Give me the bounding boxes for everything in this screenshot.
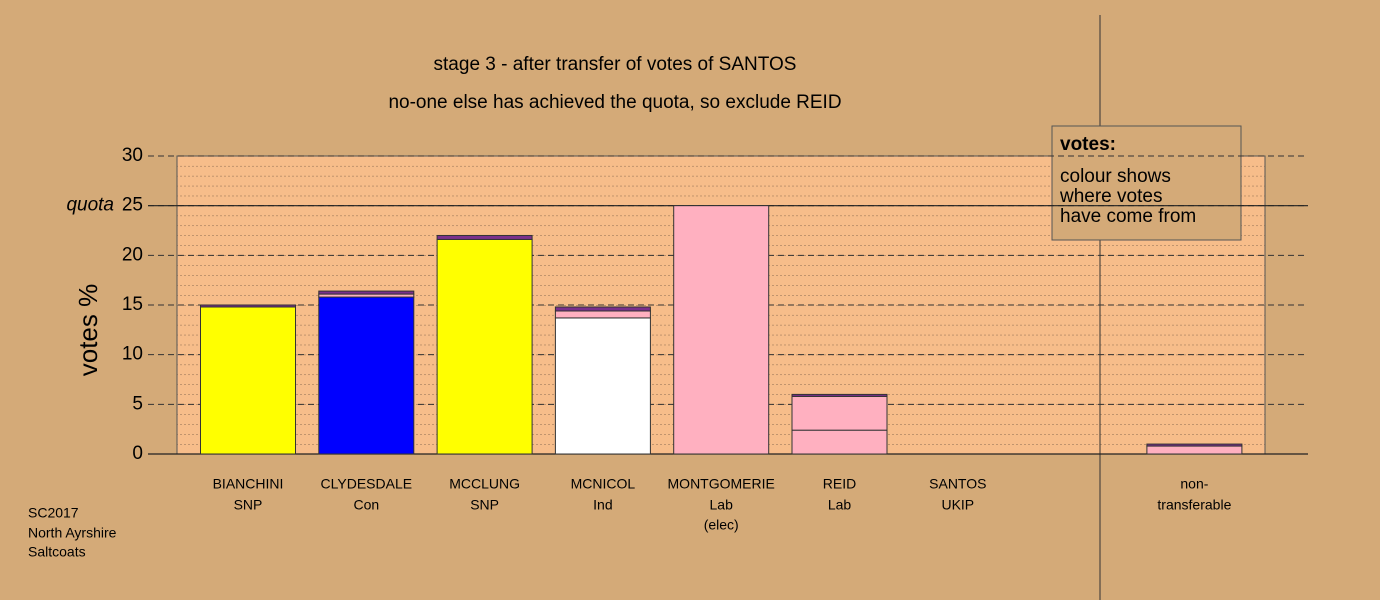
bar-segment [318,290,415,295]
footer: Saltcoats [28,544,86,560]
bar-segment [1146,445,1243,455]
x-tick-note: (elec) [704,517,739,533]
bar-segment [554,306,651,312]
x-tick-label: MCNICOL [571,476,636,492]
x-tick-sublabel: SNP [234,497,263,513]
x-tick-label: CLYDESDALE [321,476,413,492]
y-tick-label: 10 [122,344,143,365]
x-tick-sublabel: Ind [593,497,612,513]
x-tick-sublabel: Lab [828,497,852,513]
bar-segment [554,310,651,319]
legend-title: votes: [1060,134,1116,155]
y-tick-label: 25 [122,195,143,216]
y-axis-label: votes % [73,284,103,377]
y-tick-label: 5 [132,393,143,414]
y-tick-label: 15 [122,294,143,315]
footer: North Ayrshire [28,525,117,541]
x-tick-sublabel: UKIP [941,497,974,513]
bar-segment [791,395,888,431]
bar-segment [1146,443,1243,447]
x-tick-label: MONTGOMERIE [668,476,775,492]
x-tick-sublabel: Con [353,497,379,513]
bar-segment [791,393,888,397]
legend-text: where votes [1059,186,1162,207]
footer: SC2017 [28,505,79,521]
bar-segment [673,205,770,455]
y-tick-label: 20 [122,244,143,265]
x-tick-label: MCCLUNG [449,476,520,492]
chart-subtitle: no-one else has achieved the quota, so e… [388,92,841,113]
bar-segment [318,296,415,455]
x-tick-label: SANTOS [929,476,986,492]
quota-label: quota [66,195,114,216]
bar-segment [791,429,888,455]
x-tick-sublabel: SNP [470,497,499,513]
y-tick-label: 0 [132,443,143,464]
legend-text: colour shows [1060,166,1171,187]
x-tick-label: non- [1180,476,1208,492]
bar-segment [436,238,533,455]
x-tick-sublabel: transferable [1157,497,1231,513]
bar-segment [436,234,533,240]
bar-segment [554,317,651,455]
x-tick-label: BIANCHINI [213,476,284,492]
legend-text: have come from [1060,206,1196,227]
legend-box [1051,125,1242,241]
chart-title: stage 3 - after transfer of votes of SAN… [434,54,797,75]
bar-segment [200,304,296,308]
x-tick-sublabel: Lab [710,497,734,513]
y-tick-label: 30 [122,145,143,166]
bar-segment [200,306,296,455]
x-tick-label: REID [823,476,856,492]
